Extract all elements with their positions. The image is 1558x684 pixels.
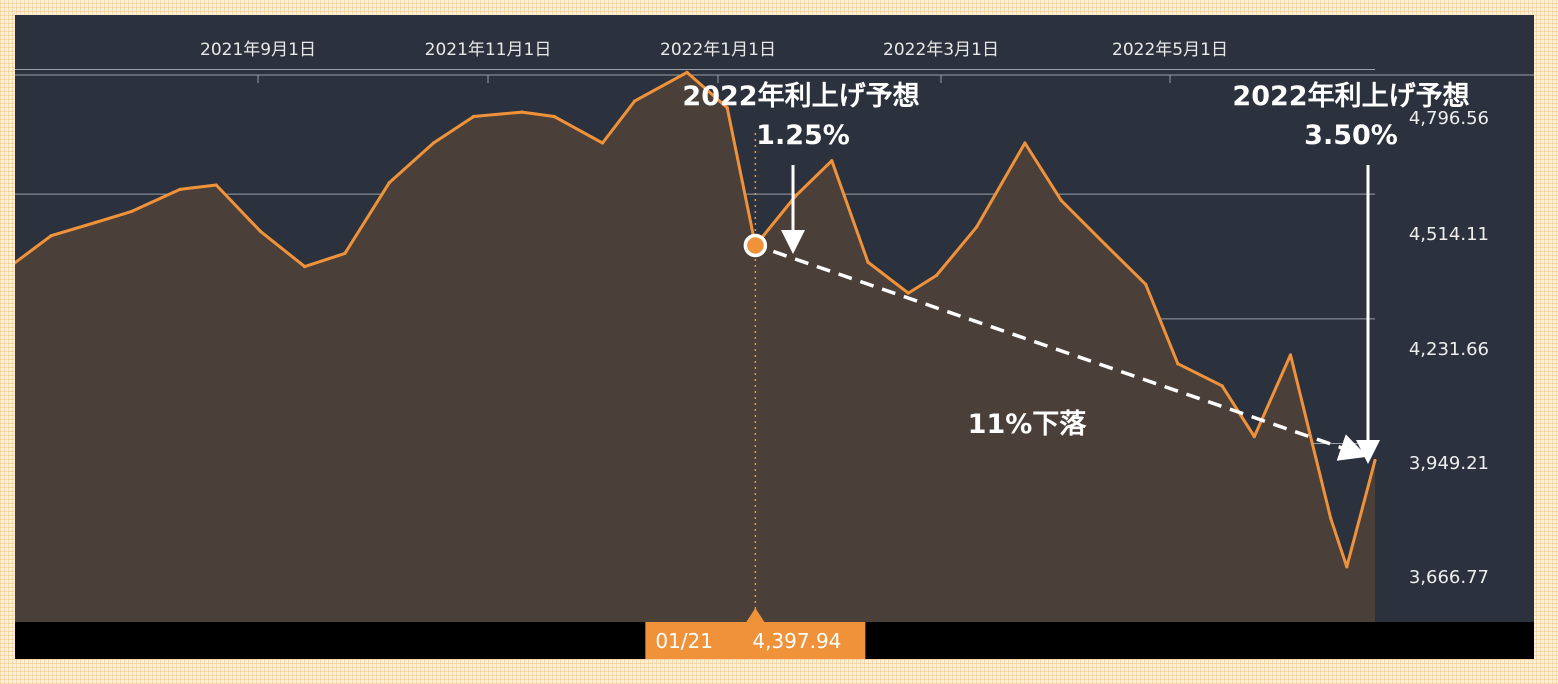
data-point [1373, 458, 1377, 463]
rate-hike-2-value: 3.50% [1304, 120, 1398, 151]
rate-hike-2-title: 2022年利上げ予想 [1232, 80, 1469, 112]
data-point [1103, 242, 1108, 247]
data-point [906, 291, 910, 295]
data-point [1345, 565, 1349, 569]
data-point [431, 141, 436, 145]
data-point [633, 99, 637, 103]
x-tick-label: 2021年9月1日 [200, 40, 316, 60]
y-tick-label: 4,796.56 [1409, 108, 1489, 129]
data-point [49, 234, 53, 238]
data-point [387, 181, 391, 185]
y-tick-label: 3,666.77 [1409, 567, 1489, 588]
data-point [725, 106, 729, 110]
x-tick-marks [257, 75, 1171, 83]
chart-svg: 4,796.56 4,514.11 4,231.66 3,949.21 3,66… [15, 40, 1534, 659]
highlight-marker [743, 233, 768, 258]
data-point [1144, 282, 1148, 286]
data-point [520, 110, 524, 114]
data-point [1220, 384, 1224, 388]
x-tick-label: 2022年3月1日 [883, 40, 999, 60]
rate-hike-1-title: 2022年利上げ予想 [682, 80, 919, 112]
data-point [1059, 198, 1063, 203]
highlight-value-flag: 01/21 4,397.94 [645, 608, 866, 659]
data-point [1288, 353, 1293, 357]
y-tick-label: 4,514.11 [1409, 224, 1489, 245]
data-point [1329, 516, 1333, 520]
data-point [552, 114, 556, 119]
data-point [178, 187, 182, 191]
data-point [214, 183, 218, 187]
data-point [472, 114, 476, 119]
x-tick-label: 2022年1月1日 [660, 40, 776, 60]
stock-index-chart: 4,796.56 4,514.11 4,231.66 3,949.21 3,66… [15, 15, 1534, 659]
y-tick-label: 4,231.66 [1409, 339, 1489, 360]
data-point [303, 265, 307, 269]
data-point [343, 251, 347, 255]
data-point [15, 261, 17, 265]
data-point [600, 141, 605, 145]
data-point [866, 260, 870, 264]
rate-hike-1-value: 1.25% [756, 120, 850, 151]
y-tick-label: 3,949.21 [1409, 453, 1489, 474]
decline-label: 11%下落 [968, 409, 1088, 440]
data-point [93, 220, 98, 225]
x-tick-label: 2021年11月1日 [425, 40, 552, 60]
data-point [830, 159, 834, 163]
x-tick-label: 2022年5月1日 [1112, 40, 1228, 60]
highlight-date-label: 01/21 [655, 629, 713, 653]
highlight-value-label: 4,397.94 [752, 629, 841, 653]
data-point [1023, 141, 1027, 145]
data-point [975, 225, 979, 229]
data-point [1176, 362, 1180, 366]
data-point [685, 70, 689, 74]
price-line-series [15, 70, 1377, 569]
decline-trend-arrow [772, 249, 1368, 461]
data-point [934, 273, 939, 278]
data-point [793, 194, 798, 198]
data-point [258, 229, 263, 233]
data-point [1252, 434, 1256, 439]
price-area-fill [15, 72, 1375, 622]
data-point [130, 209, 134, 214]
